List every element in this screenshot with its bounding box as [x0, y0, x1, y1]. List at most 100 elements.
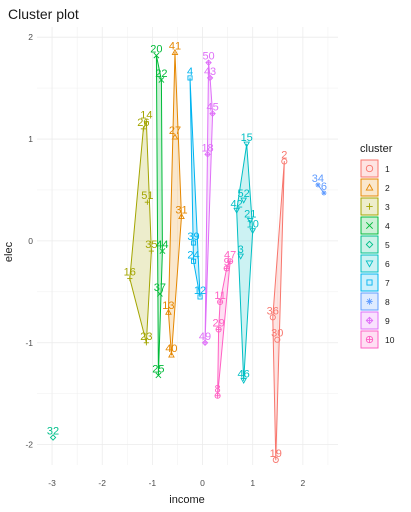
legend-item-2: 2: [360, 178, 390, 197]
x-tick-label: -2: [98, 478, 106, 488]
point-8: [214, 392, 221, 399]
point-23: [143, 340, 149, 346]
legend-key: [360, 273, 379, 292]
point-label-44: 44: [156, 239, 168, 251]
point-label-20: 20: [150, 44, 162, 56]
point-label-14: 14: [140, 110, 152, 122]
point-13: [165, 308, 172, 315]
point-41: [171, 48, 179, 55]
point-label-41: 41: [169, 40, 181, 52]
legend: cluster 1 2 3 4 5 6 7 8 9 10: [360, 143, 395, 349]
point-49: [201, 339, 209, 347]
legend-label: 1: [385, 164, 390, 174]
point-18: [204, 151, 211, 158]
point-label-42: 42: [231, 198, 243, 210]
point-label-4: 4: [187, 66, 193, 78]
point-50: [205, 59, 212, 66]
point-47: [227, 258, 234, 265]
y-axis-title: elec: [3, 241, 15, 262]
point-label-45: 45: [206, 102, 218, 114]
point-15: [243, 141, 251, 148]
legend-label: 4: [385, 221, 390, 231]
x-tick-label: 1: [250, 478, 255, 488]
point-label-47: 47: [224, 249, 236, 261]
point-6: [321, 190, 327, 196]
point-34: [315, 182, 321, 188]
legend-label: 2: [385, 183, 390, 193]
point-36: [269, 314, 276, 321]
y-tick-label: 1: [28, 134, 33, 144]
point-51: [144, 199, 150, 205]
cluster-6-hull: [236, 143, 254, 381]
point-label-27: 27: [169, 125, 181, 137]
legend-key: [360, 159, 379, 178]
point-label-3: 3: [238, 244, 244, 256]
point-46: [240, 377, 248, 384]
point-label-29: 29: [212, 318, 224, 330]
point-27: [171, 133, 179, 140]
point-label-12: 12: [194, 285, 206, 297]
cluster-10-hull: [217, 260, 231, 397]
legend-item-10: 10: [360, 330, 395, 349]
point-19: [272, 456, 279, 463]
y-tick-label: -1: [25, 338, 33, 348]
point-label-51: 51: [141, 190, 153, 202]
point-25: [155, 372, 162, 379]
point-label-46: 46: [238, 368, 250, 380]
point-label-36: 36: [267, 305, 279, 317]
point-12: [197, 294, 203, 300]
chart-title: Cluster plot: [8, 6, 79, 22]
legend-label: 9: [385, 316, 390, 326]
point-label-52: 52: [238, 188, 250, 200]
point-label-37: 37: [154, 282, 166, 294]
point-11: [217, 298, 224, 306]
point-label-9: 9: [224, 256, 230, 268]
legend-item-1: 1: [360, 159, 390, 178]
y-tick-label: -2: [25, 440, 33, 450]
point-3: [237, 253, 245, 260]
point-32: [49, 434, 57, 441]
point-52: [240, 197, 248, 204]
cluster-7-hull: [189, 77, 201, 298]
point-label-25: 25: [152, 363, 164, 375]
point-label-15: 15: [241, 132, 253, 144]
x-axis-title: income: [169, 494, 204, 506]
legend-key: [360, 254, 379, 273]
point-label-21: 21: [244, 209, 256, 221]
x-tick-label: -1: [149, 478, 157, 488]
legend-item-6: 6: [360, 254, 390, 273]
legend-item-7: 7: [360, 273, 390, 292]
point-16: [127, 275, 133, 282]
legend-key: [360, 178, 379, 197]
point-label-22: 22: [155, 68, 167, 80]
point-40: [168, 351, 175, 358]
point-label-11: 11: [214, 290, 225, 302]
point-44: [159, 248, 166, 255]
point-label-19: 19: [270, 448, 282, 460]
point-22: [158, 77, 165, 83]
legend-title: cluster: [360, 143, 393, 155]
point-label-31: 31: [175, 204, 187, 216]
point-label-43: 43: [204, 66, 216, 78]
point-10: [249, 228, 257, 235]
point-label-34: 34: [312, 173, 324, 185]
legend-item-8: 8: [360, 292, 390, 311]
point-label-26: 26: [137, 117, 149, 129]
point-label-8: 8: [215, 384, 221, 396]
y-tick-label: 0: [28, 236, 33, 246]
cluster-3-hull: [129, 121, 152, 344]
point-26: [140, 126, 146, 132]
point-label-6: 6: [321, 181, 327, 193]
point-4: [187, 75, 193, 81]
legend-label: 7: [385, 278, 390, 288]
legend-label: 8: [385, 297, 390, 307]
point-label-23: 23: [140, 331, 152, 343]
cluster-hulls: [129, 51, 325, 461]
legend-item-9: 9: [360, 311, 390, 330]
y-tick-label: 2: [28, 32, 33, 42]
point-29: [215, 326, 222, 333]
point-labels: 2363019412731134014265135162320224437253…: [47, 40, 327, 459]
point-31: [178, 212, 185, 219]
